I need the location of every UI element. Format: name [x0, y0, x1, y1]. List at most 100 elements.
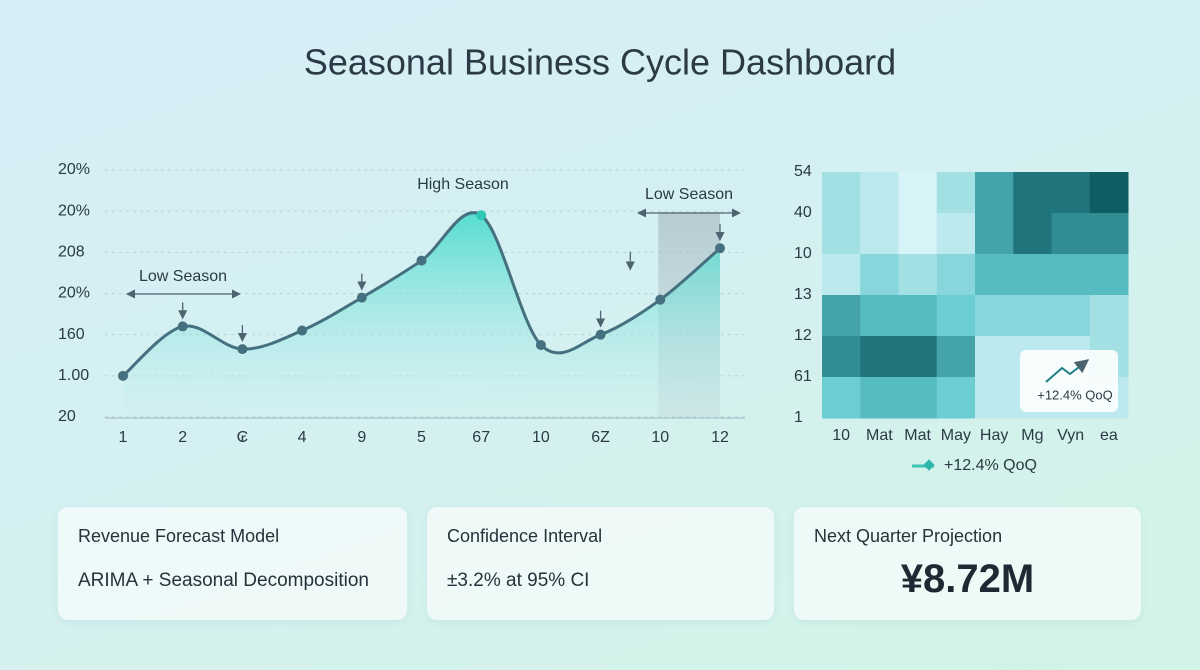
y-tick-label: 10: [794, 245, 812, 262]
x-tick-label: Vyn: [1057, 427, 1084, 444]
heat-cell: [860, 295, 899, 337]
heat-cell: [860, 172, 899, 214]
heat-cell: [898, 254, 938, 296]
heat-cell: [898, 172, 938, 214]
heat-cell: [936, 213, 976, 255]
y-tick-label: 12: [794, 327, 812, 344]
point: [297, 325, 308, 336]
heat-cell: [975, 295, 1014, 337]
heat-cell: [898, 336, 938, 378]
x-tick-label: 10: [532, 429, 550, 446]
heat-cell: [975, 172, 1014, 214]
heat-cell: [936, 295, 976, 337]
x-tick-label: ₢: [237, 429, 249, 446]
x-tick-label: 67: [472, 429, 490, 446]
heat-cell: [860, 336, 899, 378]
heat-cell: [822, 295, 861, 337]
x-tick-label: Mat: [866, 427, 893, 444]
inset-icon: [1045, 359, 1090, 383]
heat-cell: [1089, 213, 1129, 255]
y-tick-label: 160: [58, 326, 85, 343]
heat-cell: [1051, 254, 1091, 296]
annotation: Low Season: [139, 268, 227, 285]
heat-cell: [1089, 172, 1129, 214]
x-tick-label: Hay: [980, 427, 1008, 444]
heat-cell: [975, 213, 1014, 255]
legend-label: +12.4% QoQ: [944, 457, 1037, 474]
x-tick-label: Mat: [904, 427, 931, 444]
y-tick-label: 20: [58, 408, 76, 425]
x-tick-label: 4: [298, 429, 307, 446]
heat-cell: [1051, 172, 1091, 214]
line: [122, 211, 721, 377]
x-tick-label: 12: [711, 429, 729, 446]
heat-cell: [975, 377, 1014, 419]
inset-box: [1020, 350, 1118, 412]
heat-cell: [822, 172, 861, 214]
card: Next Quarter Projection ¥8.72M: [794, 507, 1141, 620]
heat-cell: [1013, 213, 1052, 255]
heat-cell: [975, 336, 1014, 378]
y-tick-label: 1: [794, 409, 803, 426]
x-tick-label: 6Z: [591, 429, 610, 446]
y-tick-label: 13: [794, 286, 812, 303]
point: [118, 370, 128, 381]
legend-marker: [923, 459, 935, 471]
heat-cell: [822, 213, 861, 255]
heat-cell: [1051, 295, 1091, 337]
card-value: ¥8.72M: [900, 557, 1035, 601]
heat-cell: [822, 254, 861, 296]
heat-cell: [898, 377, 938, 419]
x-tick-label: 10: [832, 427, 850, 444]
heat-cell: [860, 213, 899, 255]
card: Confidence Interval ±3.2% at 95% CI: [427, 507, 774, 620]
heat-cell: [975, 254, 1014, 296]
x-tick-label: ea: [1100, 427, 1118, 444]
heat-cell: [860, 254, 899, 296]
x-tick-label: 2: [178, 429, 187, 446]
y-tick-label: 20%: [58, 285, 90, 302]
heat-cell: [822, 377, 861, 419]
heat-cell: [1013, 295, 1052, 337]
annotation: Low Season: [645, 186, 733, 203]
x-tick-label: 5: [417, 429, 426, 446]
point: [177, 321, 188, 332]
heat-cell: [860, 377, 899, 419]
point: [476, 210, 487, 221]
y-tick-label: 1.00: [58, 367, 89, 384]
x-tick-label: 9: [357, 429, 366, 446]
y-tick-label: 54: [794, 163, 812, 180]
heat-cell: [1089, 295, 1129, 337]
title: Seasonal Business Cycle Dashboard: [304, 42, 896, 83]
point: [595, 329, 606, 340]
heat-cell: [1089, 254, 1129, 296]
point: [416, 255, 427, 266]
card-value: ±3.2% at 95% CI: [447, 570, 590, 591]
x-tick-label: Mg: [1021, 427, 1043, 444]
y-tick-label: 20%: [58, 161, 90, 178]
card: Revenue Forecast Model ARIMA + Seasonal …: [58, 507, 407, 620]
card-title: Confidence Interval: [447, 526, 603, 546]
point: [655, 294, 666, 305]
card-value: ARIMA + Seasonal Decomposition: [78, 570, 369, 591]
heat-cell: [936, 336, 976, 378]
heat-cell: [1013, 254, 1052, 296]
y-tick-label: 20%: [58, 202, 90, 219]
heat-cell: [936, 254, 976, 296]
annotation: High Season: [417, 176, 509, 193]
y-tick-label: 40: [794, 204, 812, 221]
x-tick-label: 10: [651, 429, 669, 446]
heat-cell: [822, 336, 861, 378]
card-title: Revenue Forecast Model: [78, 526, 280, 546]
line-area: [123, 212, 720, 417]
x-tick-label: May: [941, 427, 971, 444]
heat-cell: [898, 295, 938, 337]
heat-cell: [936, 172, 976, 214]
x-tick-label: 1: [119, 429, 128, 446]
heat-cell: [898, 213, 938, 255]
heat-cell: [1013, 172, 1052, 214]
